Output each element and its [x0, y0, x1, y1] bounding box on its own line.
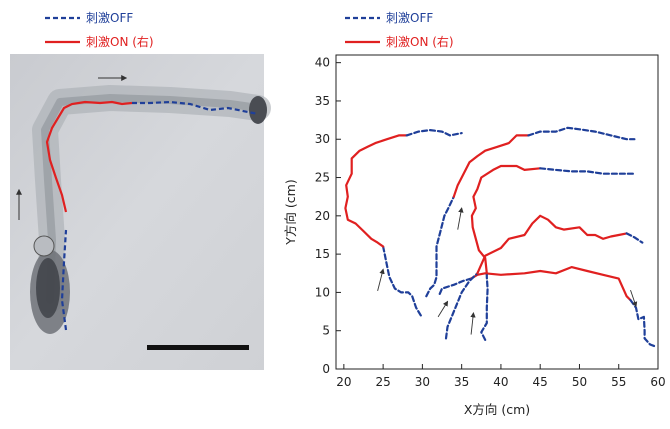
y-tick-label: 10 [315, 285, 330, 299]
x-tick-label: 20 [336, 375, 351, 389]
robot-end [249, 96, 267, 124]
y-axis: 0 5 10 15 20 25 30 35 40 [315, 56, 341, 376]
photo-panel [10, 54, 271, 370]
series-trial1-on [470, 266, 632, 302]
x-tick-label: 50 [572, 375, 587, 389]
photo-path-off-end [132, 100, 259, 116]
x-tick-label: 40 [493, 375, 508, 389]
y-tick-label: 5 [322, 324, 330, 338]
series-trial4-off-a [425, 195, 455, 298]
robot-body-core [36, 258, 60, 318]
photo-legend: 刺激OFF 刺激ON (右) [45, 11, 154, 49]
x-tick-label: 35 [454, 375, 469, 389]
legend-on-label: 刺激ON (右) [386, 34, 454, 49]
photo-path-off-start [60, 229, 68, 331]
series-trial1-off-a [438, 277, 473, 295]
y-tick-label: 35 [315, 94, 330, 108]
x-axis: 20 25 30 35 40 45 50 55 60 [336, 364, 666, 389]
direction-arrow [470, 312, 476, 335]
x-tick-label: 60 [650, 375, 665, 389]
scale-bar [147, 345, 249, 350]
y-tick-label: 30 [315, 132, 330, 146]
robot-ghost-core [41, 94, 262, 304]
x-tick-label: 55 [611, 375, 626, 389]
series-trial4-on [452, 134, 530, 198]
photo-legend-on-label: 刺激ON (右) [86, 34, 154, 49]
x-tick-label: 25 [375, 375, 390, 389]
series-trial5-on [344, 134, 408, 248]
y-tick-label: 25 [315, 171, 330, 185]
series-trial1-off-b [629, 299, 656, 348]
series-trial5-off-b [405, 129, 463, 137]
photo-path-on [45, 100, 133, 213]
trajectory-plot: 20 25 30 35 40 45 50 55 60 0 5 10 15 20 25 30 35 40 X方向 … [283, 54, 666, 417]
direction-arrow [457, 207, 464, 230]
series-trial3-off-b [539, 167, 636, 175]
y-axis-label: Y方向 (cm) [283, 179, 298, 245]
direction-arrows [377, 207, 638, 335]
x-tick-label: 45 [533, 375, 548, 389]
plot-frame [335, 54, 659, 370]
series-trial4-off-b [527, 126, 636, 141]
direction-arrow [377, 268, 385, 291]
y-tick-label: 15 [315, 247, 330, 261]
y-tick-label: 20 [315, 209, 330, 223]
series-lines [344, 126, 656, 348]
series-trial3-on [470, 164, 542, 275]
y-tick-label: 40 [315, 56, 330, 70]
series-trial3-off-a [480, 272, 489, 341]
series-trial2-off-a [444, 272, 479, 340]
direction-arrow [437, 300, 449, 318]
x-axis-label: X方向 (cm) [464, 402, 530, 417]
series-trial5-off-a [382, 245, 422, 317]
robot-head [33, 235, 55, 257]
series-trial2-on [476, 214, 628, 275]
photo-legend-off-label: 刺激OFF [86, 11, 133, 25]
direction-arrow [630, 289, 638, 308]
chart-legend: 刺激OFF 刺激ON (右) [345, 11, 454, 49]
legend-off-label: 刺激OFF [386, 11, 433, 25]
x-tick-label: 30 [415, 375, 430, 389]
series-trial2-off-b [625, 232, 644, 244]
y-tick-label: 0 [322, 362, 330, 376]
